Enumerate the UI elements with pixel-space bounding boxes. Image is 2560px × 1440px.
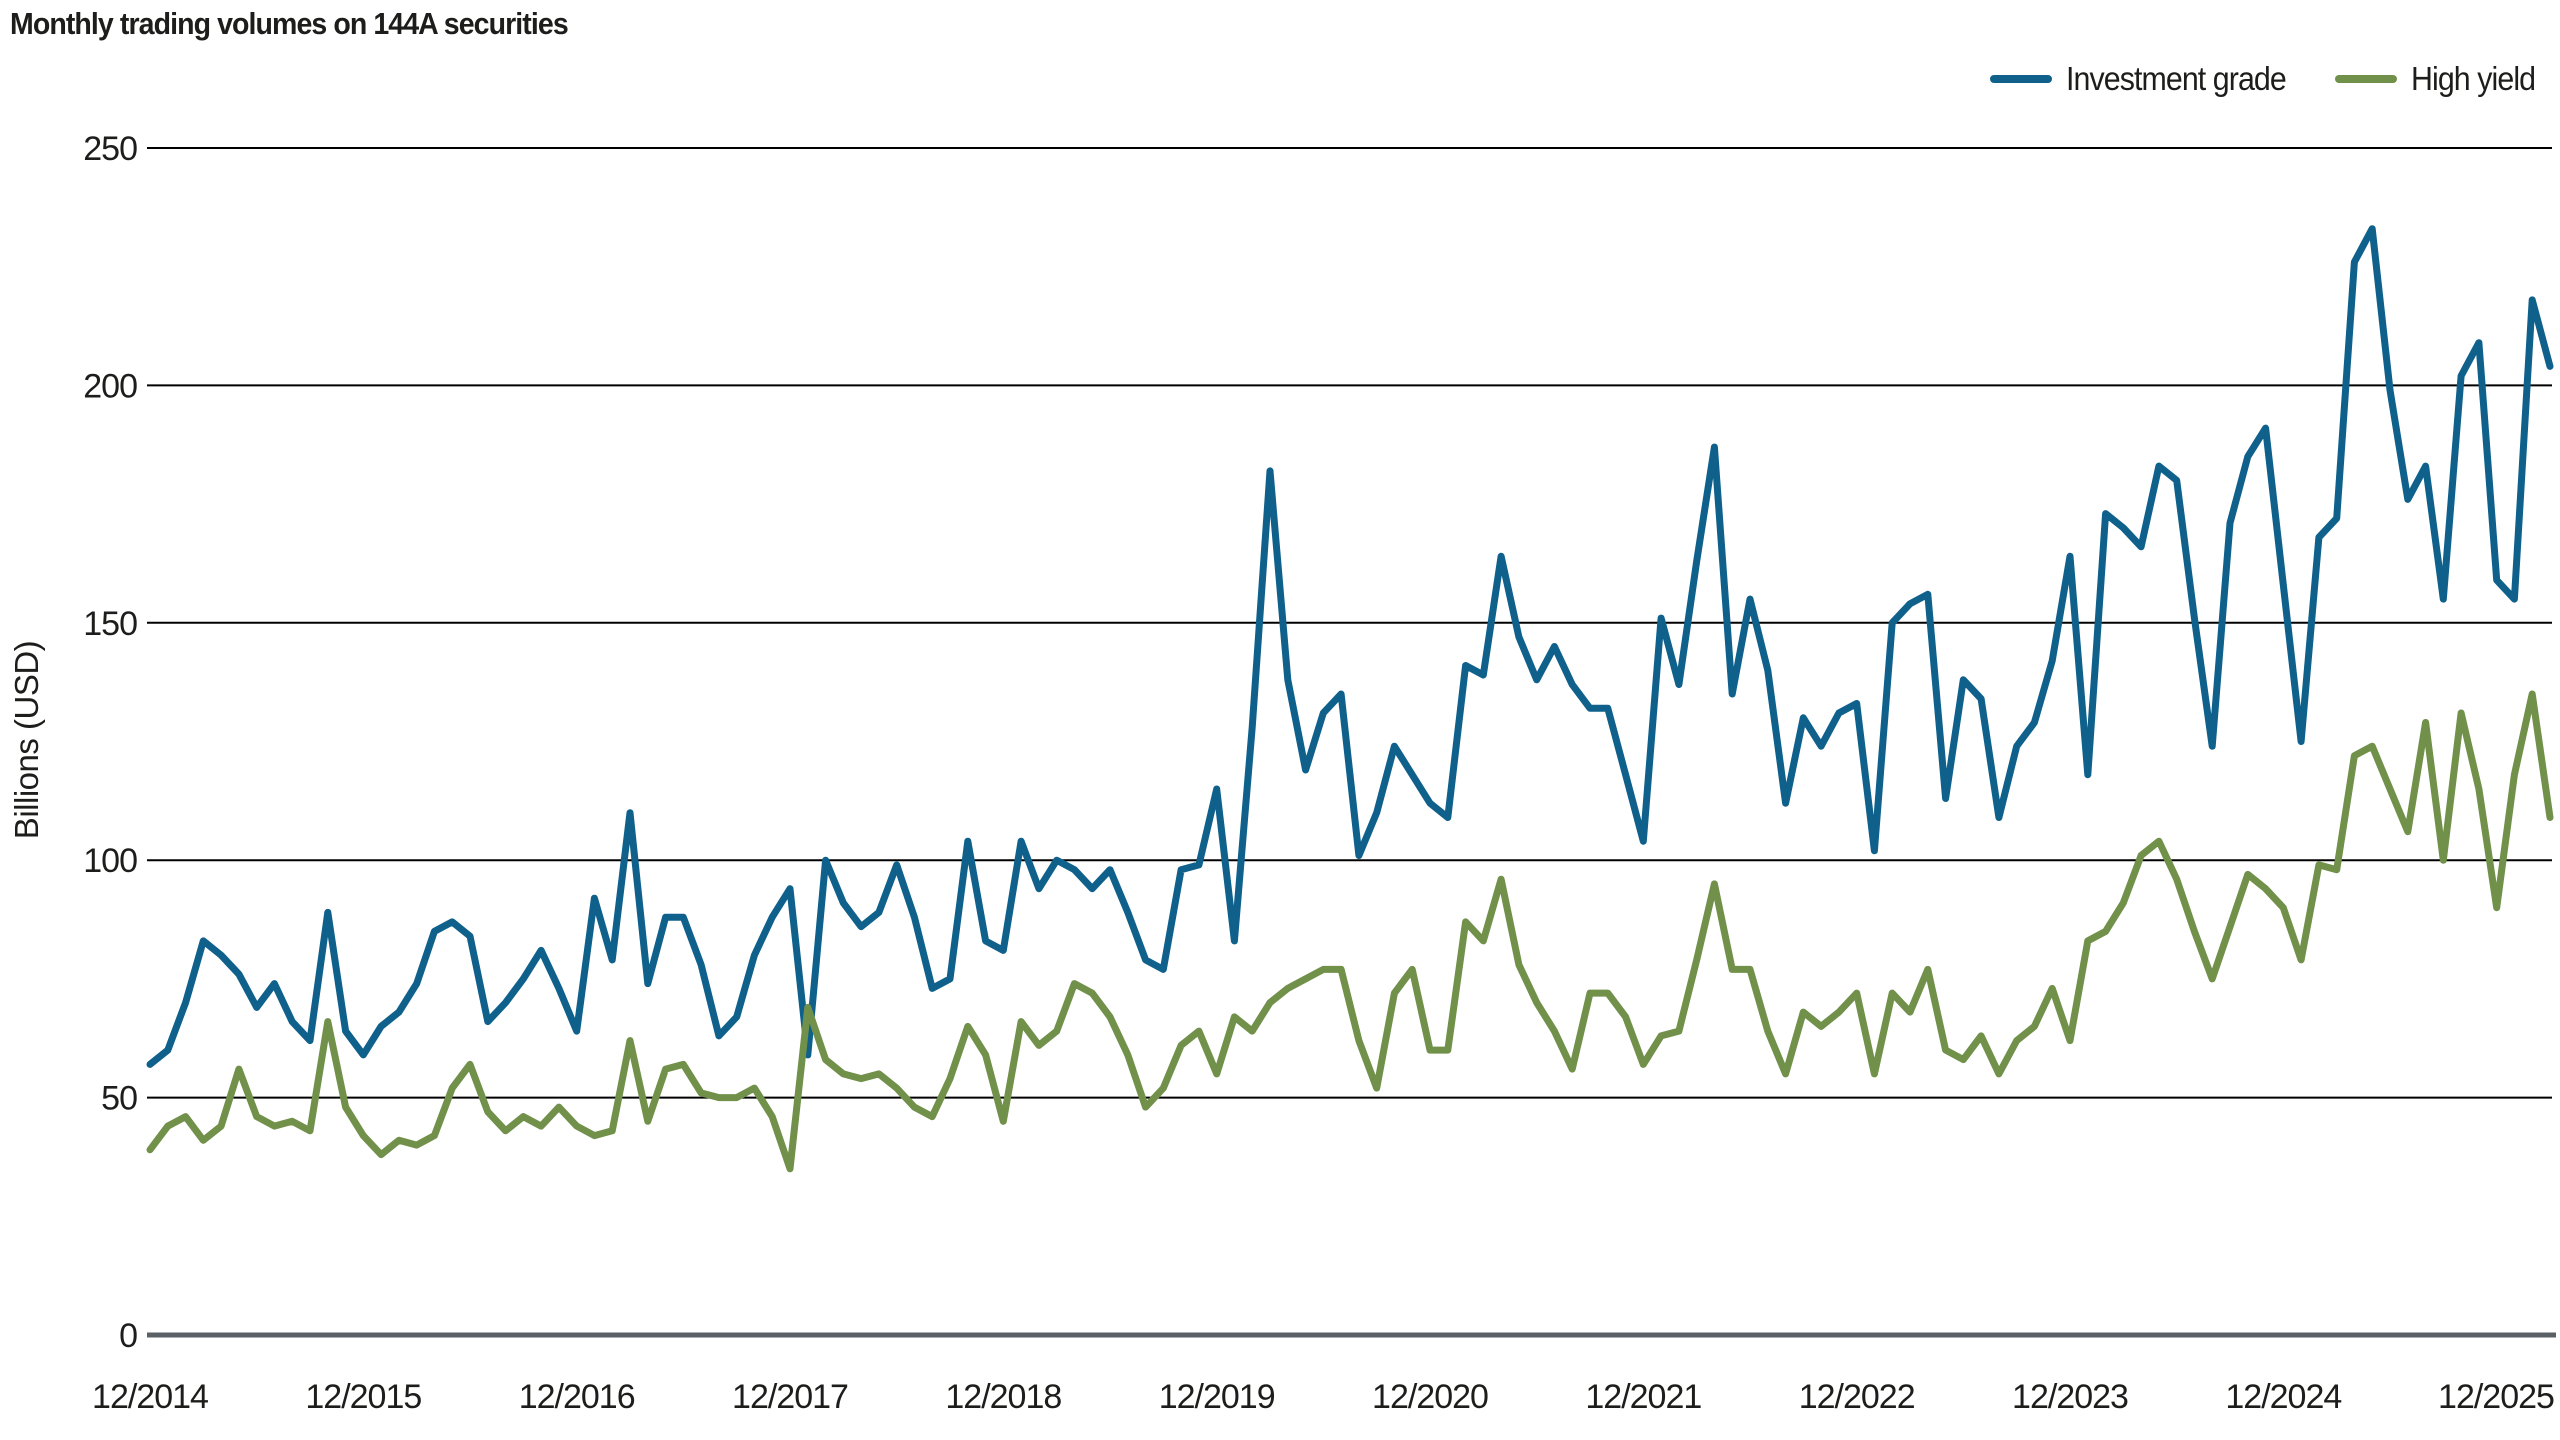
chart-title: Monthly trading volumes on 144A securiti… [10,6,569,41]
legend-item-high-yield: High yield [2335,60,2546,98]
x-tick-label: 12/2024 [2225,1378,2341,1416]
y-tick-label: 0 [119,1317,137,1355]
x-tick-label: 12/2019 [1159,1378,1275,1416]
x-tick-label: 12/2025 [2438,1378,2554,1416]
x-tick-label: 12/2016 [519,1378,635,1416]
x-tick-label: 12/2021 [1585,1378,1701,1416]
y-tick-label: 100 [83,842,137,880]
x-tick-label: 12/2018 [945,1378,1061,1416]
series-line-investment-grade [146,225,2554,1068]
legend-label-high-yield: High yield [2411,60,2536,97]
x-tick-label: 12/2015 [305,1378,421,1416]
y-tick-label: 50 [101,1080,137,1118]
y-tick-label: 200 [83,367,137,405]
x-tick-label: 12/2017 [732,1378,848,1416]
legend-swatch-high-yield [2335,75,2398,83]
series-line-high-yield [146,690,2554,1173]
legend: Investment grade High yield [1990,60,2546,98]
y-tick-label: 150 [83,605,137,643]
x-tick-label: 12/2022 [1799,1378,1915,1416]
x-tick-label: 12/2020 [1372,1378,1488,1416]
x-tick-label: 12/2023 [2012,1378,2128,1416]
legend-label-investment-grade: Investment grade [2066,60,2287,97]
y-tick-label: 250 [83,130,137,168]
x-tick-label: 12/2014 [92,1378,208,1416]
legend-item-investment-grade: Investment grade [1990,60,2305,98]
legend-swatch-investment-grade [1990,75,2053,83]
